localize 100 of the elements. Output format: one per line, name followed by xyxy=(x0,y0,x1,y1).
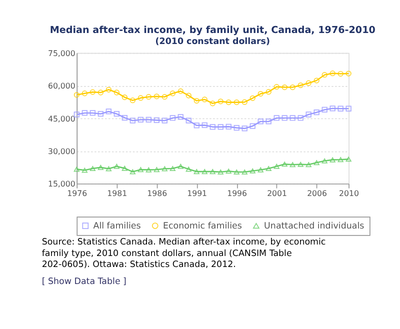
point xyxy=(314,110,320,116)
point xyxy=(306,112,312,118)
y-tick-label: 60,000 xyxy=(48,82,76,91)
point xyxy=(98,111,104,117)
point xyxy=(226,168,232,174)
point xyxy=(306,80,312,86)
point xyxy=(82,90,88,96)
point xyxy=(114,111,120,117)
point xyxy=(338,70,344,77)
point xyxy=(130,118,136,124)
point xyxy=(282,162,288,167)
point xyxy=(330,106,336,112)
point xyxy=(298,82,304,88)
point xyxy=(106,166,112,172)
point xyxy=(226,124,232,130)
point xyxy=(202,122,208,128)
point xyxy=(98,90,104,96)
point xyxy=(258,167,264,172)
point xyxy=(146,167,152,172)
point xyxy=(266,166,272,172)
point xyxy=(162,166,168,172)
point xyxy=(210,169,216,174)
point xyxy=(210,100,216,106)
x-tick-label: 1981 xyxy=(107,189,128,198)
point xyxy=(266,89,272,95)
point xyxy=(138,167,144,172)
point xyxy=(290,115,296,121)
x-tick-label: 1991 xyxy=(187,189,208,198)
point xyxy=(210,124,216,130)
point xyxy=(154,94,160,100)
point xyxy=(346,106,352,112)
point xyxy=(250,168,256,174)
point xyxy=(122,166,128,171)
y-tick-label: 75,000 xyxy=(48,48,76,58)
point xyxy=(178,114,184,120)
text: [ Show Data Table ] xyxy=(42,276,126,287)
point xyxy=(170,90,176,96)
point xyxy=(82,110,88,116)
source-note: Source: Statistics Canada. Median after-tax income, by economic family type, 2010 constant dollars, annual (CANSIM Table 202-0605). Ottawa: Statistics Canada, 2012. xyxy=(42,238,326,270)
point xyxy=(74,112,80,118)
point xyxy=(242,99,248,105)
y-tick-label: 45,000 xyxy=(48,114,76,124)
point xyxy=(194,122,200,128)
point xyxy=(290,84,296,90)
point xyxy=(242,126,248,132)
point xyxy=(154,117,160,123)
point xyxy=(330,157,336,162)
point xyxy=(218,98,224,104)
point xyxy=(338,106,344,112)
point xyxy=(122,114,128,121)
point xyxy=(282,84,288,90)
y-tick-label: 15,000 xyxy=(48,180,76,189)
point xyxy=(130,169,136,174)
x-tick-label: 2010 xyxy=(339,189,359,198)
point xyxy=(314,78,320,84)
point xyxy=(202,169,208,174)
point xyxy=(226,99,232,106)
point xyxy=(122,94,128,100)
point xyxy=(178,164,184,169)
point xyxy=(82,168,88,173)
x-tick-label: 1986 xyxy=(147,189,168,198)
point xyxy=(186,92,192,98)
point xyxy=(138,95,144,101)
point xyxy=(306,162,312,168)
point xyxy=(322,72,328,78)
legend-label: Economic families xyxy=(162,221,242,232)
point xyxy=(170,115,176,121)
point xyxy=(162,94,168,100)
point xyxy=(154,167,160,172)
point xyxy=(250,123,256,129)
point xyxy=(258,118,264,124)
x-tick-label: 2001 xyxy=(267,189,288,198)
point xyxy=(218,124,224,130)
point xyxy=(298,115,304,121)
x-tick-label: 1996 xyxy=(227,189,248,198)
point xyxy=(322,106,328,113)
legend-label: Unattached individuals xyxy=(264,221,365,232)
point xyxy=(266,118,272,124)
point xyxy=(242,170,248,175)
point xyxy=(234,124,240,131)
point xyxy=(106,86,112,92)
point xyxy=(90,89,96,95)
point xyxy=(138,116,144,123)
point xyxy=(170,166,176,172)
point xyxy=(250,95,256,101)
point xyxy=(90,166,96,172)
point xyxy=(346,156,352,162)
point xyxy=(146,116,152,123)
point xyxy=(202,96,208,102)
point xyxy=(114,90,120,96)
point xyxy=(218,170,224,175)
point xyxy=(274,115,280,121)
y-tick-label: 30,000 xyxy=(48,146,76,156)
legend-label: All families xyxy=(93,221,142,232)
point xyxy=(290,162,296,168)
point xyxy=(106,108,112,114)
x-tick-label: 2006 xyxy=(307,189,328,198)
point xyxy=(194,169,200,174)
x-tick-label: 1976 xyxy=(67,189,88,198)
chart-title: Median after-tax income, by family unit, Canada, 1976-2010 xyxy=(50,24,376,36)
